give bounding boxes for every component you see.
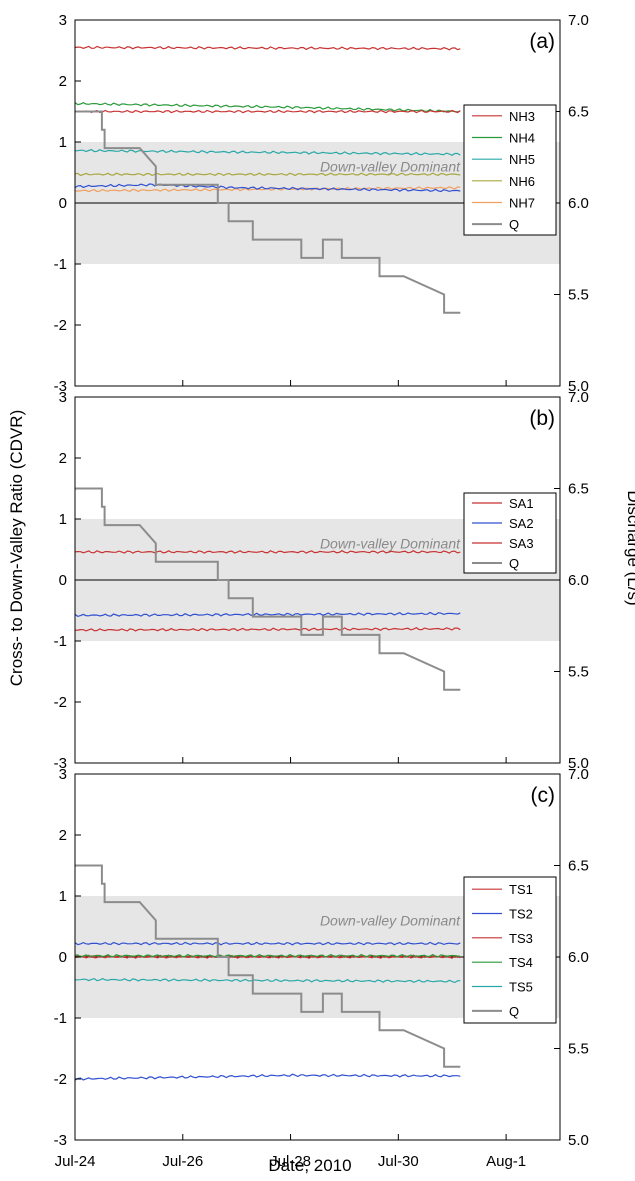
- panel-a-ytick-label: 0: [59, 195, 67, 212]
- panel-a-band-label: Down-valley Dominant: [320, 158, 461, 174]
- panel-c-y2tick-label: 6.0: [568, 949, 589, 966]
- panel-c-panel-label: (c): [531, 784, 556, 807]
- panel-c-ytick-label: -2: [54, 1071, 67, 1088]
- panel-b-ytick-label: 0: [59, 572, 67, 589]
- panel-a-legend-label: NH4: [509, 131, 535, 146]
- x-axis-label: Date, 2010: [268, 1156, 351, 1175]
- panel-c-y2tick-label: 5.0: [568, 1132, 589, 1149]
- panel-a-ytick-label: -2: [54, 317, 67, 334]
- panel-c-y2tick-label: 7.0: [568, 766, 589, 783]
- panel-a-legend-label: Q: [509, 217, 519, 232]
- panel-c-series-TS2: [74, 941, 461, 946]
- panel-c-xtick-label: Jul-24: [55, 1153, 96, 1170]
- panel-b-y2tick-label: 7.0: [568, 389, 589, 406]
- panel-b-legend-label: SA1: [509, 496, 534, 511]
- panel-a-ytick-label: -1: [54, 256, 67, 273]
- panel-a-legend-label: NH5: [509, 152, 535, 167]
- panel-a-series-unlabeled-5: [74, 183, 461, 193]
- panel-a-discharge-line: [75, 110, 461, 314]
- panel-c-legend-label: TS1: [509, 882, 533, 897]
- panel-b-ytick-label: 3: [59, 389, 67, 406]
- panel-b-ytick-label: 2: [59, 450, 67, 467]
- panel-c-band-label: Down-valley Dominant: [320, 912, 461, 928]
- panel-c-legend-box: [463, 876, 557, 1024]
- panel-b-y2tick-label: 5.0: [568, 755, 589, 772]
- panel-a-series-NH3: [74, 45, 461, 51]
- y-axis-label-right: Discharge (L/s): [624, 490, 635, 605]
- panel-c-discharge-line: [75, 864, 461, 1068]
- panel-b-y2tick-label: 6.5: [568, 481, 589, 498]
- panel-b: Down-valley Dominant 3 2 1 0 -1 -2 -3 7.0 6.5 6.0 5…: [54, 389, 589, 772]
- panel-c-legend-label: TS5: [509, 980, 533, 995]
- panel-b-series-SA3: [74, 627, 461, 632]
- panel-a-legend-label: NH6: [509, 174, 535, 189]
- panel-b-ytick-label: -1: [54, 633, 67, 650]
- panel-b-ytick-label: -2: [54, 694, 67, 711]
- panel-c-legend-label: Q: [509, 1004, 519, 1019]
- panel-c-xtick-label: Aug-1: [486, 1153, 526, 1170]
- panel-b-legend-label: Q: [509, 556, 519, 571]
- panel-a-legend-label: NH7: [509, 196, 535, 211]
- panel-c-xtick-label: Jul-30: [378, 1153, 419, 1170]
- panel-a-legend-box: [463, 104, 557, 236]
- panel-a-legend-label: NH3: [509, 109, 535, 124]
- panel-b-band-label: Down-valley Dominant: [320, 535, 461, 551]
- panel-c-series-TS4: [74, 953, 461, 958]
- panel-b-series-SA1: [74, 550, 461, 554]
- panel-a-y2tick-label: 6.0: [568, 195, 589, 212]
- panel-c-ytick-label: 3: [59, 766, 67, 783]
- panel-c-ytick-label: 0: [59, 949, 67, 966]
- panel-c-xtick-label: Jul-26: [162, 1153, 203, 1170]
- panel-a: Down-valley Dominant 3 2 1 0 -1 -2 -3 7.0 6.5 6.0 5…: [54, 12, 589, 395]
- panel-c-legend-label: TS3: [509, 931, 533, 946]
- panel-c-xtick-label: Jul-28: [270, 1153, 311, 1170]
- y-axis-label-left: Cross- to Down-Valley Ratio (CDVR): [7, 410, 26, 686]
- panel-a-series-NH6: [74, 172, 461, 177]
- panel-a-y2tick-label: 6.5: [568, 104, 589, 121]
- panel-c-series-TS5: [75, 977, 461, 984]
- panel-c: Down-valley Dominant 3 2 1 0 -1 -2 -3 7.0 6.5 6.0 5…: [54, 766, 589, 1170]
- panel-b-discharge-line: [75, 487, 461, 691]
- panel-b-ytick-label: -3: [54, 755, 67, 772]
- panel-b-y2tick-label: 5.5: [568, 664, 589, 681]
- panel-c-series-unlabeled-5: [74, 1073, 461, 1081]
- panel-a-y2tick-label: 5.5: [568, 287, 589, 304]
- panel-c-ytick-label: -1: [54, 1010, 67, 1027]
- panel-c-ytick-label: 1: [59, 888, 67, 905]
- panel-b-y2tick-label: 6.0: [568, 572, 589, 589]
- panel-a-y2tick-label: 7.0: [568, 12, 589, 29]
- panel-b-series-SA2: [74, 611, 461, 618]
- panel-b-ytick-label: 1: [59, 511, 67, 528]
- panel-a-ytick-label: -3: [54, 378, 67, 395]
- panel-b-panel-label: (b): [529, 407, 555, 430]
- panel-c-legend-label: TS2: [509, 907, 533, 922]
- panel-a-panel-label: (a): [529, 30, 555, 53]
- panel-b-legend-label: SA2: [509, 516, 534, 531]
- panel-a-ytick-label: 2: [59, 73, 67, 90]
- panel-c-y2tick-label: 5.5: [568, 1041, 589, 1058]
- panel-a-series-NH4: [74, 102, 461, 113]
- panel-b-legend-label: SA3: [509, 536, 534, 551]
- panel-a-ytick-label: 1: [59, 134, 67, 151]
- panel-a-ytick-label: 3: [59, 12, 67, 29]
- panel-c-ytick-label: -3: [54, 1132, 67, 1149]
- panel-a-series-unlabeled-6: [74, 109, 461, 114]
- panel-a-series-NH5: [74, 148, 461, 156]
- panel-c-legend-label: TS4: [509, 955, 533, 970]
- panel-a-y2tick-label: 5.0: [568, 378, 589, 395]
- panel-c-ytick-label: 2: [59, 827, 67, 844]
- panel-c-y2tick-label: 6.5: [568, 858, 589, 875]
- panel-b-legend-box: [463, 492, 557, 574]
